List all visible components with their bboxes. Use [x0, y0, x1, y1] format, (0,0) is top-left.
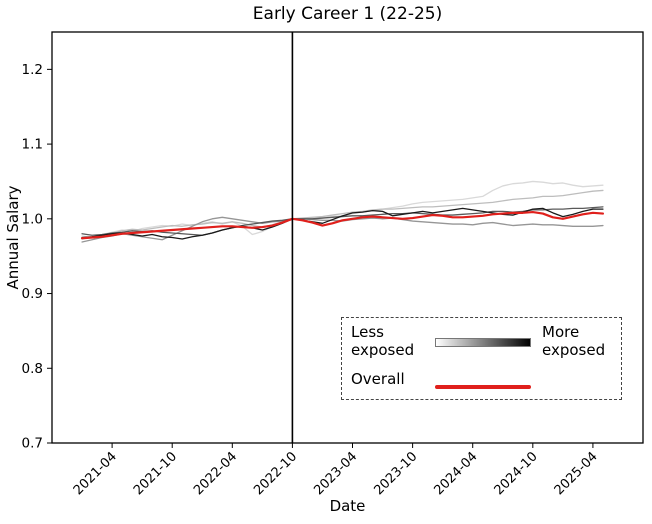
y-tick-label: 1.0 [22, 211, 43, 227]
series-line-quintile-2 [81, 189, 604, 240]
chart-title: Early Career 1 (22-25) [252, 4, 443, 24]
y-tick-label: 0.9 [22, 286, 43, 302]
x-tick-label: 2024-04 [432, 449, 481, 498]
x-tick-label: 2025-04 [552, 449, 601, 498]
axes-frame [51, 31, 644, 444]
legend-box: Less exposed More exposed Overall [341, 317, 622, 400]
y-tick-label: 1.1 [22, 137, 43, 153]
x-tick-label: 2023-10 [371, 449, 420, 498]
legend-overall-label: Overall [351, 370, 405, 388]
x-tick-label: 2022-10 [251, 449, 300, 498]
y-tick-label: 0.8 [22, 361, 43, 377]
legend-overall-line-sample [435, 385, 531, 389]
y-tick-label: 0.7 [22, 436, 43, 452]
legend-more-exposed-label: More exposed [542, 323, 606, 359]
y-axis-label: Annual Salary [4, 185, 22, 290]
x-tick-label: 2021-10 [131, 449, 180, 498]
y-tick-label: 1.2 [22, 62, 43, 78]
x-tick-label: 2021-04 [71, 449, 120, 498]
series-line-quintile-1-least-exposed [81, 180, 604, 239]
legend-less-exposed-label: Less exposed [351, 323, 415, 359]
x-tick-label: 2022-04 [191, 449, 240, 498]
series-line-quintile-5-most-exposed [81, 207, 604, 240]
series-line-overall [80, 210, 605, 240]
x-tick-label: 2023-04 [311, 449, 360, 498]
x-axis-label: Date [329, 497, 366, 515]
exposure-gradient-bar [435, 338, 531, 347]
x-tick-label: 2024-10 [492, 449, 541, 498]
